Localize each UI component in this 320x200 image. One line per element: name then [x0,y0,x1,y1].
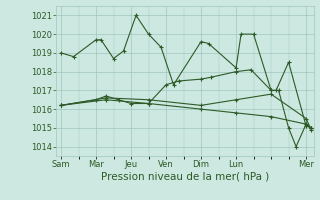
X-axis label: Pression niveau de la mer( hPa ): Pression niveau de la mer( hPa ) [101,172,269,182]
